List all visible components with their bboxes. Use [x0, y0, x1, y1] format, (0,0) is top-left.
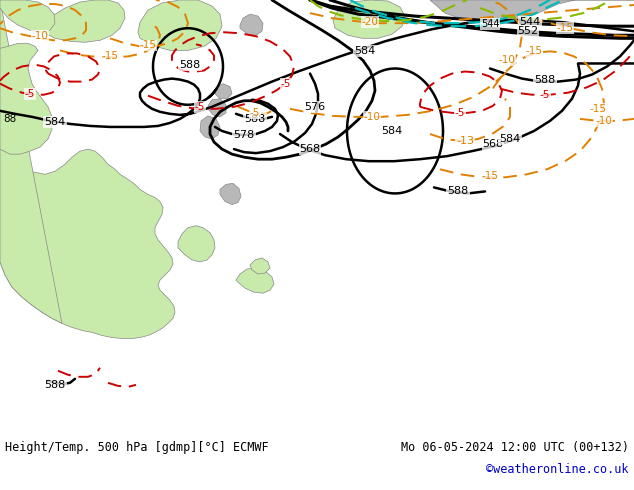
Text: 588: 588: [179, 60, 200, 71]
Polygon shape: [236, 268, 274, 293]
Polygon shape: [0, 0, 175, 339]
Text: 588: 588: [44, 380, 66, 390]
Text: ©weatheronline.co.uk: ©weatheronline.co.uk: [486, 463, 629, 476]
Text: 578: 578: [233, 130, 255, 140]
Polygon shape: [138, 0, 222, 50]
Polygon shape: [178, 226, 215, 262]
Text: 584: 584: [500, 134, 521, 144]
Text: -5: -5: [281, 78, 291, 89]
Text: 568: 568: [482, 139, 503, 149]
Text: -5: -5: [250, 108, 260, 118]
Text: -10: -10: [498, 55, 515, 66]
Text: 588: 588: [448, 186, 469, 196]
Polygon shape: [0, 0, 62, 323]
Text: -15: -15: [526, 47, 543, 56]
Polygon shape: [430, 0, 634, 22]
Text: 584: 584: [382, 126, 403, 136]
Text: Height/Temp. 500 hPa [gdmp][°C] ECMWF: Height/Temp. 500 hPa [gdmp][°C] ECMWF: [5, 441, 269, 454]
Polygon shape: [200, 116, 220, 139]
Text: 88: 88: [3, 114, 16, 124]
Text: -10: -10: [595, 116, 612, 126]
Text: -5: -5: [195, 102, 205, 112]
Text: 544: 544: [481, 19, 499, 29]
Polygon shape: [215, 84, 232, 98]
Text: -5: -5: [540, 90, 550, 99]
Text: 576: 576: [304, 102, 326, 112]
Text: -15: -15: [101, 51, 119, 61]
Text: 588: 588: [244, 114, 266, 124]
Polygon shape: [0, 43, 52, 154]
Text: -15: -15: [557, 23, 574, 33]
Polygon shape: [250, 258, 270, 274]
Text: -10: -10: [32, 31, 48, 41]
Text: -15: -15: [481, 172, 498, 181]
Polygon shape: [333, 0, 405, 38]
Text: 588: 588: [534, 74, 555, 85]
Text: -20: -20: [361, 17, 378, 27]
Text: -5: -5: [455, 108, 465, 118]
Text: -15: -15: [590, 104, 607, 114]
Text: 584: 584: [354, 47, 375, 56]
Text: 552: 552: [517, 26, 538, 36]
Text: -10: -10: [363, 112, 380, 122]
Polygon shape: [208, 98, 226, 117]
Text: -15: -15: [139, 40, 157, 50]
Text: -5: -5: [25, 89, 36, 98]
Text: 568: 568: [299, 144, 321, 154]
Text: 544: 544: [519, 17, 541, 27]
Text: 584: 584: [44, 117, 66, 127]
Text: -13: -13: [456, 136, 474, 146]
Polygon shape: [240, 14, 263, 35]
Polygon shape: [0, 0, 55, 32]
Polygon shape: [45, 0, 125, 42]
Polygon shape: [220, 183, 241, 204]
Text: Mo 06-05-2024 12:00 UTC (00+132): Mo 06-05-2024 12:00 UTC (00+132): [401, 441, 629, 454]
